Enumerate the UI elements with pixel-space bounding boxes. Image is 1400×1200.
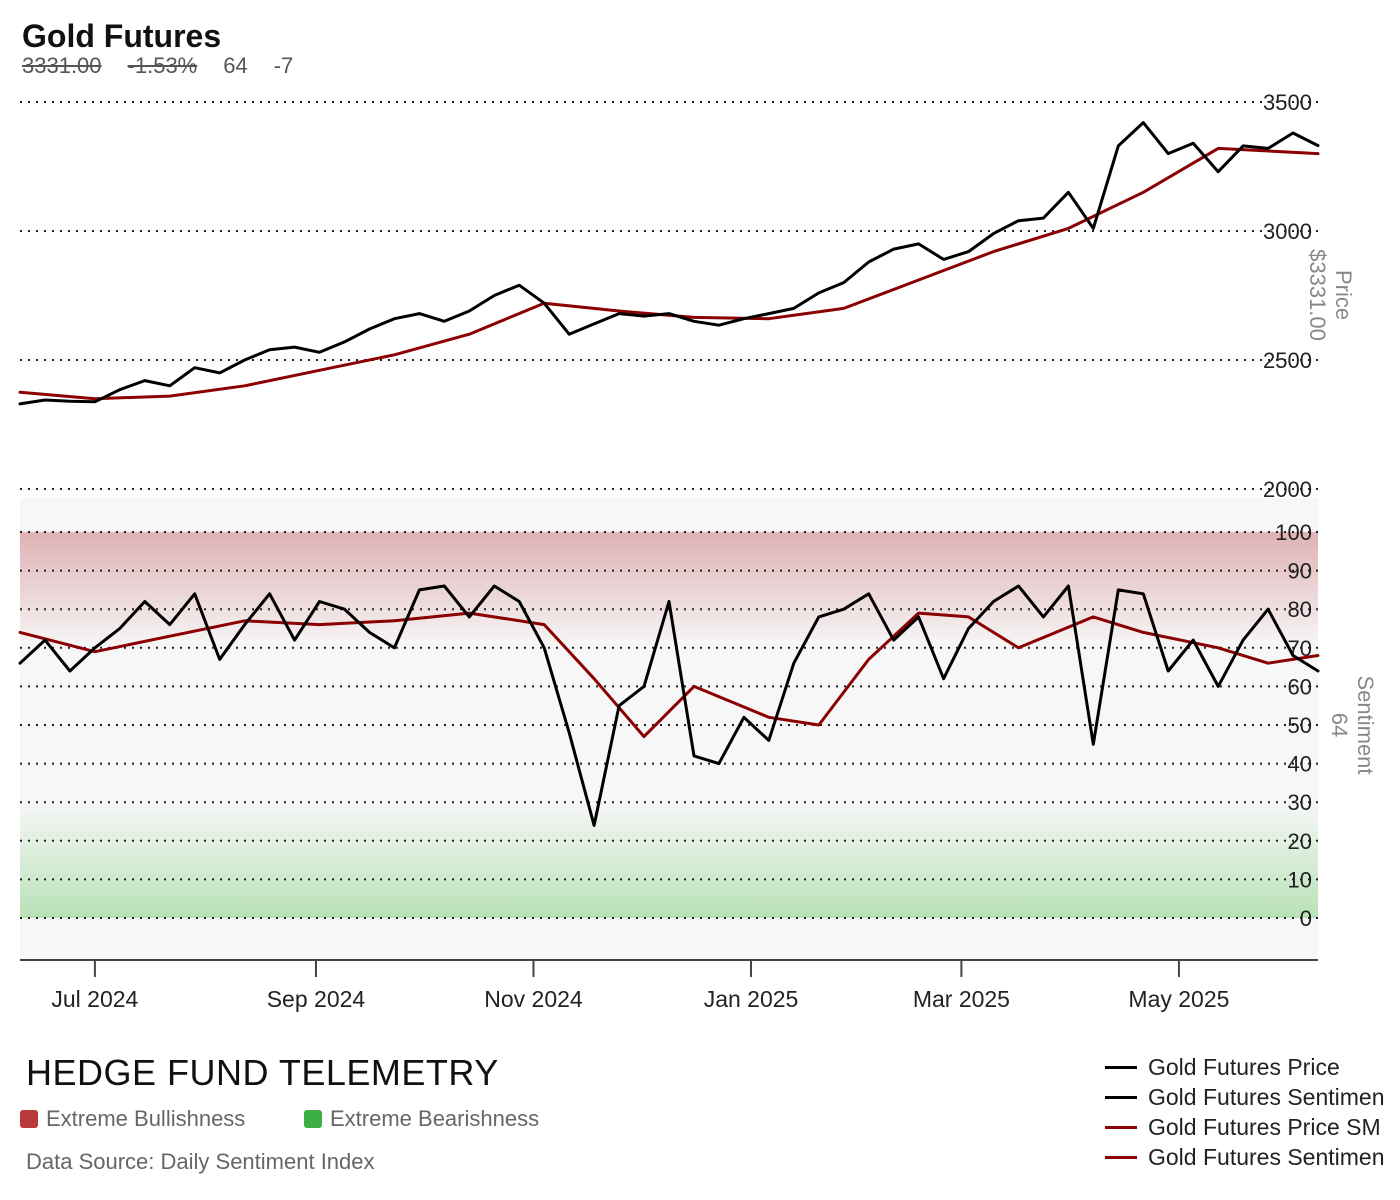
price-tick-label: 2500: [1263, 348, 1312, 373]
sentiment-sma-line: [18, 611, 1320, 739]
sentiment-tick-label: 50: [1288, 713, 1312, 738]
x-tick-label: Mar 2025: [913, 986, 1010, 1012]
sentiment-tick-label: 80: [1288, 597, 1312, 622]
sentiment-tick-label: 10: [1288, 867, 1312, 892]
price-change-pct: -1.53%: [127, 53, 198, 78]
legend-item[interactable]: Gold Futures Price: [1105, 1052, 1400, 1082]
extreme-bear-swatch: [304, 1110, 322, 1128]
series: [18, 121, 1320, 827]
price-axis-value: $3331.00: [1305, 249, 1330, 341]
last-price: 3331.00: [22, 53, 102, 78]
sentiment-value: 64: [223, 53, 248, 78]
x-tick-label: Sep 2024: [267, 986, 366, 1012]
quote-line: 3331.00 -1.53% 64 -7: [22, 53, 319, 79]
price-tick-label: 2000: [1263, 477, 1312, 502]
chart-title: Gold Futures: [22, 18, 222, 54]
chart-legend: Gold Futures Price Gold Futures Sentimen…: [1105, 1052, 1400, 1172]
sentiment-tick-label: 60: [1288, 674, 1312, 699]
sentiment-tick-label: 0: [1300, 906, 1312, 931]
x-tick-label: Jan 2025: [704, 986, 799, 1012]
legend-line-price: [1105, 1065, 1137, 1069]
legend-line-price-sma: [1105, 1125, 1137, 1129]
legend-line-sentiment: [1105, 1095, 1137, 1099]
price-line: [18, 121, 1320, 406]
price-tick-label: 3500: [1263, 90, 1312, 115]
extreme-bear-key: Extreme Bearishness: [304, 1106, 539, 1132]
sentiment-tick-label: 90: [1288, 559, 1312, 584]
legend-line-sentiment-sma: [1105, 1155, 1137, 1159]
price-tick-label: 3000: [1263, 219, 1312, 244]
extreme-bull-label: Extreme Bullishness: [46, 1106, 246, 1131]
sentiment-line: [18, 584, 1320, 827]
legend-label: Gold Futures Sentimen: [1148, 1143, 1385, 1170]
legend-item[interactable]: Gold Futures Sentimen: [1105, 1142, 1400, 1172]
extreme-bear-label: Extreme Bearishness: [330, 1106, 540, 1131]
sentiment-change: -7: [273, 53, 294, 78]
data-source: Data Source: Daily Sentiment Index: [26, 1149, 375, 1174]
x-tick-label: May 2025: [1128, 986, 1229, 1012]
sentiment-tick-label: 100: [1275, 520, 1312, 545]
extreme-bull-zone: [20, 532, 1318, 648]
legend-label: Gold Futures Price SM: [1148, 1113, 1381, 1140]
x-axis: Jul 2024 Sep 2024 Nov 2024 Jan 2025 Mar 2025…: [51, 960, 1229, 1012]
sentiment-axis-value: 64: [1327, 713, 1352, 737]
legend-label: Gold Futures Price: [1148, 1053, 1340, 1080]
legend-item[interactable]: Gold Futures Price SM: [1105, 1112, 1400, 1142]
extreme-bear-zone: [20, 802, 1318, 918]
sentiment-tick-label: 20: [1288, 829, 1312, 854]
x-tick-label: Nov 2024: [484, 986, 583, 1012]
sentiment-tick-label: 30: [1288, 790, 1312, 815]
price-sma-line: [18, 146, 1320, 401]
x-tick-label: Jul 2024: [51, 986, 138, 1012]
price-axis-title: Price: [1331, 270, 1356, 320]
extreme-bull-swatch: [20, 1110, 38, 1128]
brand-name: HEDGE FUND TELEMETRY: [26, 1052, 499, 1093]
sentiment-tick-label: 40: [1288, 752, 1312, 777]
sentiment-axis-title: Sentiment: [1353, 675, 1378, 774]
legend-label: Gold Futures Sentimen: [1148, 1083, 1385, 1110]
legend-item[interactable]: Gold Futures Sentimen: [1105, 1082, 1400, 1112]
extreme-bull-key: Extreme Bullishness: [20, 1106, 245, 1132]
